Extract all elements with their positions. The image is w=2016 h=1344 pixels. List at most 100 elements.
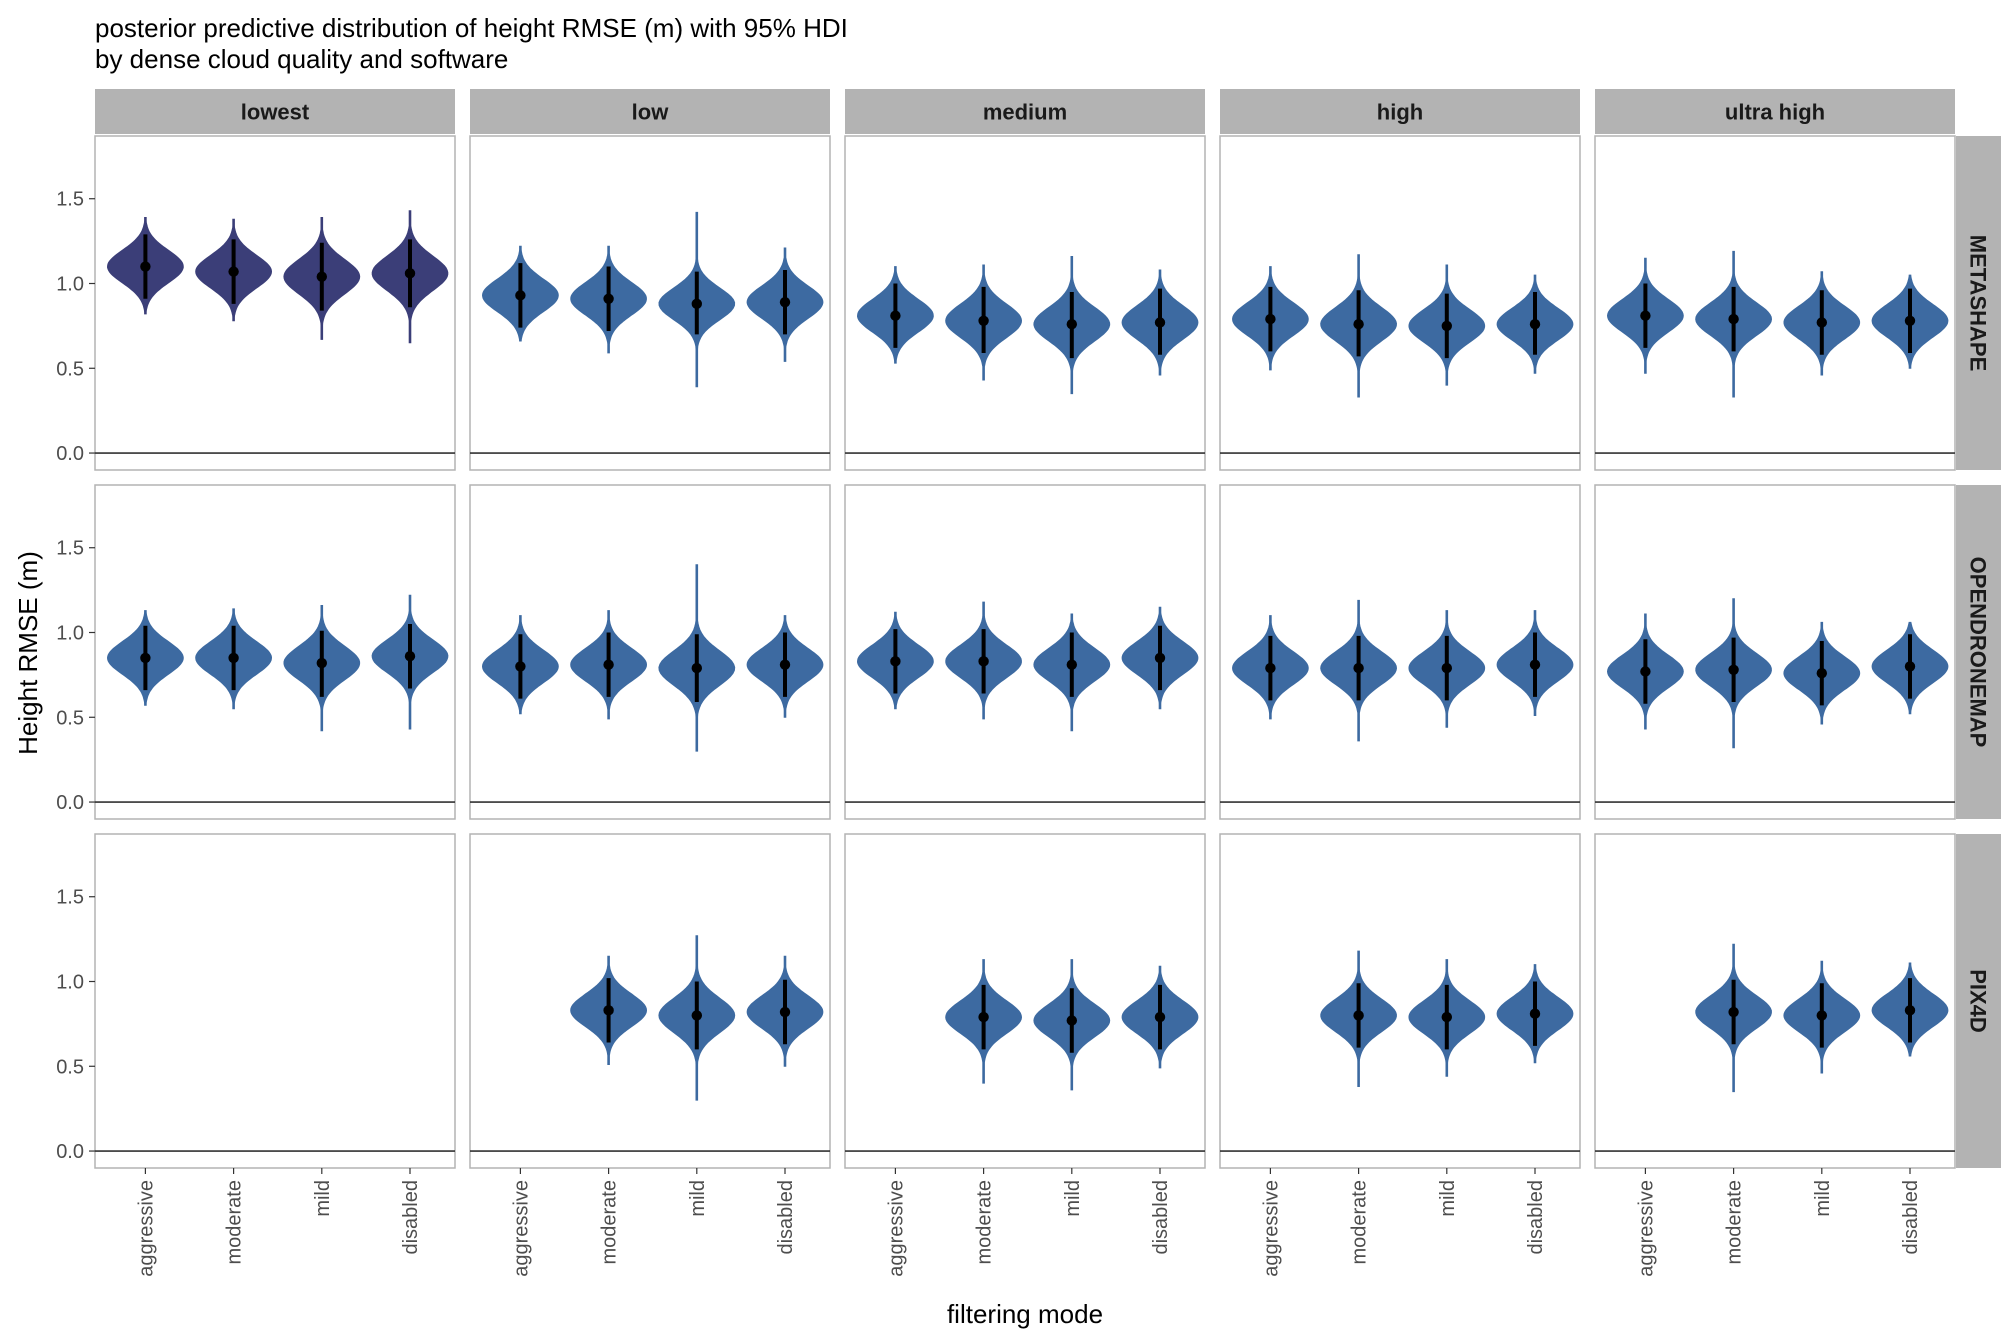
median-point-moderate [978,315,989,327]
y-tick-label: 0.5 [56,1056,84,1078]
median-point-moderate [603,659,614,670]
median-point-disabled [1154,652,1166,664]
panel-metashape-high [1219,135,1581,471]
strip-label-lowest: lowest [241,100,310,125]
x-tick-label-moderate: moderate [1349,1180,1371,1265]
x-tick-label-disabled: disabled [1525,1180,1547,1255]
chart-subtitle: by dense cloud quality and software [95,44,508,74]
strip-label-medium: medium [983,100,1067,125]
median-point-disabled [1904,1005,1916,1016]
median-point-mild [316,657,327,669]
x-tick-label-mild: mild [312,1180,334,1217]
median-point-mild [1816,667,1828,679]
x-tick-label-mild: mild [1062,1180,1084,1217]
x-tick-label-aggressive: aggressive [1635,1180,1657,1277]
median-point-mild [1066,659,1078,670]
panel-opendronemap-low [469,484,831,820]
median-point-aggressive [140,261,151,272]
median-point-mild [691,1010,702,1021]
x-tick-label-moderate: moderate [1724,1180,1746,1265]
median-point-moderate [1728,664,1739,676]
panel-pix4d-lowest: 0.0 0.5 1.0 1.5 aggressive moderate mild disabl… [56,833,456,1277]
strip-label-low: low [632,100,670,125]
strip-label-metashape: METASHAPE [1966,235,1991,372]
median-point-disabled [1529,659,1541,670]
panel-metashape-lowest: 0.0 0.5 1.0 1.5 [56,135,456,471]
median-point-aggressive [1640,666,1651,677]
median-point-aggressive [890,656,901,667]
median-point-mild [1441,662,1453,674]
panel-metashape-low [469,135,831,471]
panel-metashape-medium [844,135,1206,471]
x-tick-label-aggressive: aggressive [135,1180,157,1277]
median-point-disabled [1904,661,1916,672]
median-point-moderate [1353,662,1364,674]
panel-opendronemap-medium [844,484,1206,820]
median-point-disabled [779,659,791,670]
panel-pix4d-low: aggressive moderate mild disabled [469,833,831,1277]
median-point-moderate [603,1005,614,1016]
x-tick-label-aggressive: aggressive [1260,1180,1282,1277]
y-tick-label: 1.5 [56,887,84,909]
median-point-moderate [1353,318,1364,330]
median-point-moderate [603,293,614,304]
median-point-disabled [1529,1008,1541,1019]
median-point-disabled [404,268,416,279]
panel-opendronemap-high [1219,484,1581,820]
strip-ultra-high [1595,89,1955,134]
x-axis-title: filtering mode [947,1299,1103,1329]
y-axis-title: Height RMSE (m) [13,551,43,755]
y-tick-label: 1.5 [56,538,84,560]
median-point-disabled [1154,1011,1166,1023]
y-tick-label: 1.0 [56,274,84,296]
strip-lowest [95,89,455,134]
x-tick-label-moderate: moderate [224,1180,246,1265]
panel-opendronemap-lowest: 0.0 0.5 1.0 1.5 [56,484,456,820]
strip-medium [845,89,1205,134]
x-tick-label-disabled: disabled [1900,1180,1922,1255]
median-point-mild [1816,317,1828,328]
chart-title: posterior predictive distribution of hei… [95,13,848,43]
x-tick-label-moderate: moderate [974,1180,996,1265]
median-point-aggressive [515,290,526,301]
panel-pix4d-high: aggressive moderate mild disabled [1219,833,1581,1277]
median-point-aggressive [140,652,151,664]
median-point-moderate [1728,1006,1739,1018]
median-point-mild [1441,320,1453,332]
y-tick-label: 0.5 [56,358,84,380]
strip-label-high: high [1377,100,1423,125]
median-point-disabled [1904,315,1916,327]
facet-panels: lowest low medium high ultra high METASHAPE OP… [56,89,2001,1277]
strip-metashape [1956,136,2001,470]
median-point-moderate [978,656,989,667]
x-tick-label-moderate: moderate [599,1180,621,1265]
y-tick-label: 1.0 [56,972,84,994]
y-tick-label: 0.0 [56,792,84,814]
strip-low [470,89,830,134]
x-tick-label-disabled: disabled [400,1180,422,1255]
median-point-mild [691,662,702,674]
strip-label-opendronemap: OPENDRONEMAP [1966,557,1991,748]
median-point-mild [1816,1010,1828,1021]
median-point-aggressive [1640,310,1651,321]
median-point-mild [1066,318,1078,330]
median-point-disabled [404,651,416,662]
x-tick-label-mild: mild [1812,1180,1834,1217]
median-point-aggressive [1265,662,1276,674]
y-tick-label: 1.5 [56,189,84,211]
median-point-mild [1066,1015,1078,1026]
strip-high [1220,89,1580,134]
panel-border [94,833,456,1169]
x-tick-label-mild: mild [687,1180,709,1217]
x-tick-label-disabled: disabled [1150,1180,1172,1255]
median-point-moderate [228,266,239,277]
strip-label-pix4d: PIX4D [1966,969,1991,1033]
median-point-mild [1441,1011,1453,1023]
panel-border [94,135,456,471]
strip-opendronemap [1956,485,2001,819]
median-point-aggressive [1265,313,1276,325]
x-tick-label-mild: mild [1437,1180,1459,1217]
median-point-disabled [779,1006,791,1018]
median-point-mild [691,298,702,310]
